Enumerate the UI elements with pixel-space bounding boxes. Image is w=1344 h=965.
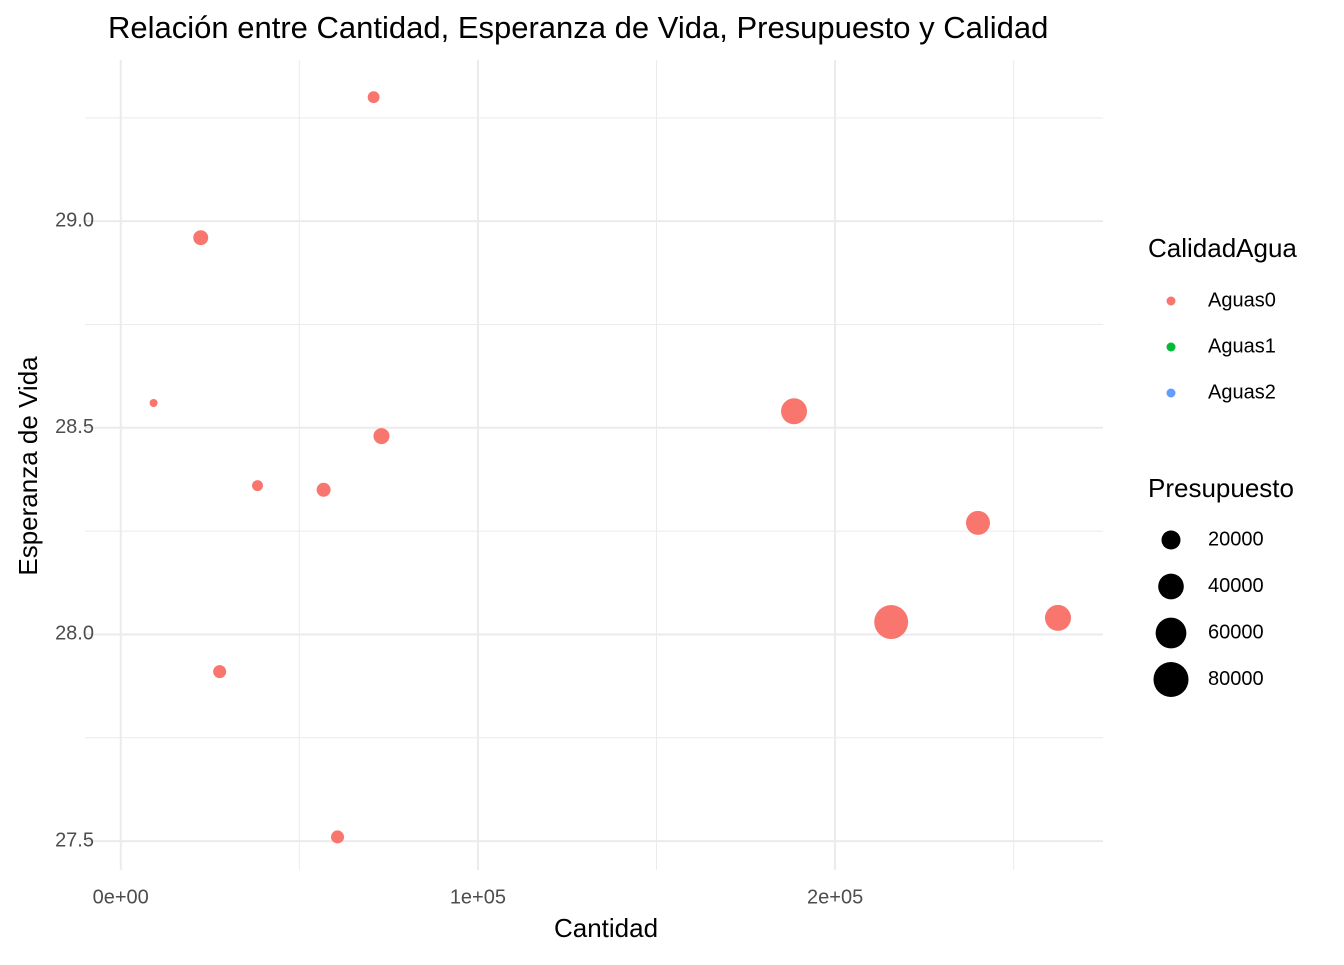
size-legend-key — [1161, 530, 1181, 550]
y-axis-label: Esperanza de Vida — [13, 356, 43, 576]
data-point — [1044, 604, 1071, 631]
data-point — [965, 510, 990, 535]
size-legend-key — [1153, 661, 1189, 698]
legend-label: Aguas0 — [1208, 289, 1276, 311]
data-point — [874, 605, 909, 640]
size-legend-key — [1158, 573, 1184, 600]
y-tick-label: 28.0 — [55, 623, 94, 645]
legend-key — [1166, 342, 1176, 352]
x-tick-label: 0e+00 — [93, 886, 149, 908]
size-legend-label: 80000 — [1208, 668, 1264, 690]
data-point — [331, 830, 345, 844]
legend-label: Aguas1 — [1208, 335, 1276, 357]
data-point — [149, 399, 158, 408]
legend-key — [1166, 296, 1176, 306]
data-point — [193, 230, 209, 246]
size-legend-label: 60000 — [1208, 621, 1264, 643]
x-tick-label: 1e+05 — [450, 886, 506, 908]
y-tick-label: 27.5 — [55, 829, 94, 851]
x-axis-label: Cantidad — [554, 913, 658, 943]
data-point — [213, 665, 227, 679]
data-point — [373, 428, 390, 445]
y-tick-label: 29.0 — [55, 209, 94, 231]
y-tick-label: 28.5 — [55, 416, 94, 438]
size-legend-key — [1155, 617, 1187, 649]
chart-title: Relación entre Cantidad, Esperanza de Vi… — [108, 10, 1048, 45]
data-point — [781, 398, 808, 425]
data-point — [367, 91, 380, 104]
legend-key — [1166, 388, 1176, 398]
data-point — [252, 480, 264, 492]
size-legend-label: 40000 — [1208, 575, 1264, 597]
size-legend-label: 20000 — [1208, 528, 1264, 550]
legend-title: CalidadAgua — [1148, 233, 1297, 263]
legend-title: Presupuesto — [1148, 473, 1294, 503]
x-tick-label: 2e+05 — [807, 886, 863, 908]
legend-label: Aguas2 — [1208, 381, 1276, 403]
data-point — [316, 482, 331, 497]
